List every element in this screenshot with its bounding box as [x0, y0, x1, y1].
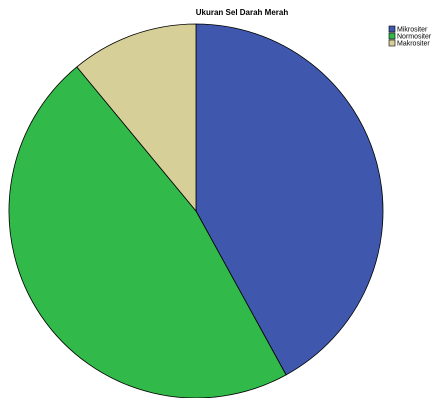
- legend-label: Normositer: [397, 34, 432, 41]
- legend-swatch: [388, 25, 396, 33]
- legend-item-makrositer: Makrositer: [388, 39, 430, 48]
- pie-slices: [8, 23, 384, 398]
- legend-swatch: [388, 39, 396, 47]
- pie-slice-normositer: [8, 66, 287, 398]
- legend-label: Mikrositer: [397, 27, 428, 34]
- legend-item-normositer: Normositer: [388, 32, 432, 41]
- pie-slice-mikrositer: [195, 23, 384, 376]
- legend-label: Makrositer: [397, 41, 430, 48]
- legend-item-mikrositer: Mikrositer: [388, 25, 428, 34]
- chart-title: Ukuran Sel Darah Merah: [196, 8, 289, 17]
- legend-swatch: [388, 32, 396, 40]
- pie-slice-makrositer: [76, 23, 197, 212]
